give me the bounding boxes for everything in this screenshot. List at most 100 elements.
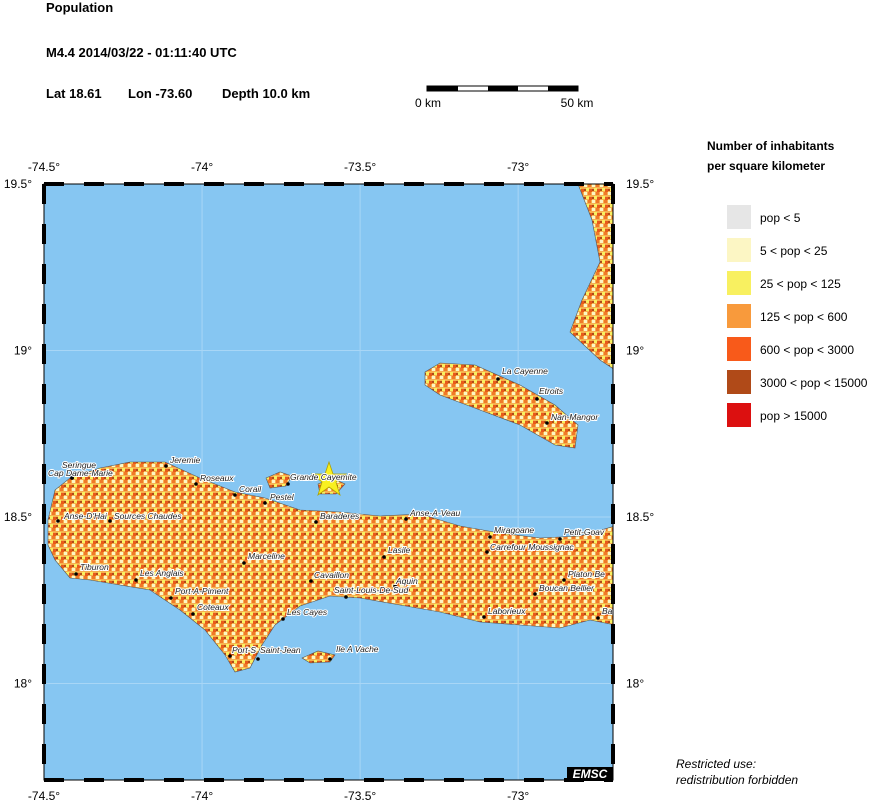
- city-dot: [558, 537, 562, 541]
- city-label: Ile A Vache: [336, 644, 379, 654]
- land: [424, 362, 579, 449]
- city-dot: [286, 482, 290, 486]
- scale-bar: [426, 85, 579, 92]
- city-dot: [74, 572, 78, 576]
- legend-title: Number of inhabitants: [707, 139, 835, 153]
- x-tick-label: -73°: [507, 789, 529, 803]
- land: [301, 650, 336, 664]
- legend-swatch: [727, 238, 751, 262]
- city-label: Les Cayes: [287, 607, 328, 617]
- city-label: Lasile: [388, 545, 410, 555]
- scale-end: 50 km: [561, 96, 594, 110]
- city-label: Coteaux: [197, 602, 229, 612]
- city-dot: [562, 578, 566, 582]
- city-dot: [404, 517, 408, 521]
- x-tick-label: -73.5°: [344, 160, 376, 174]
- city-dot: [164, 464, 168, 468]
- y-tick-label: 19.5°: [4, 177, 32, 191]
- legend-swatch: [727, 337, 751, 361]
- city-label: Boucan Bellier: [539, 583, 595, 593]
- city-label: Ba: [602, 606, 613, 616]
- city-label: Jeremie: [169, 455, 201, 465]
- city-label: Les Anglais: [140, 568, 184, 578]
- city-dot: [485, 550, 489, 554]
- city-label: Aquin: [395, 576, 418, 586]
- y-tick-label: 18°: [626, 676, 644, 690]
- scale-start: 0 km: [415, 96, 441, 110]
- x-tick-label: -74°: [191, 160, 213, 174]
- city-label: Miragoane: [494, 525, 534, 535]
- city-label: Petit-Goav: [564, 527, 605, 537]
- city-dot: [393, 584, 397, 588]
- city-dot: [263, 501, 267, 505]
- city-dot: [545, 421, 549, 425]
- x-tick-label: -74°: [191, 789, 213, 803]
- city-dot: [496, 377, 500, 381]
- legend-swatch: [727, 403, 751, 427]
- city-label: Carrefour Moussignac: [490, 542, 574, 552]
- city-label: Anse-A-Veau: [409, 508, 461, 518]
- city-dot: [344, 595, 348, 599]
- city-label: Cavaillon: [314, 570, 349, 580]
- legend-label: 25 < pop < 125: [760, 277, 841, 291]
- logo-box: [567, 767, 613, 781]
- city-label: Port-S: [232, 645, 256, 655]
- legend-swatch: [727, 271, 751, 295]
- city-dot: [256, 657, 260, 661]
- city-dot: [328, 657, 332, 661]
- x-tick-label: -74.5°: [28, 160, 60, 174]
- city-label: Grande Cayemite: [290, 472, 357, 482]
- legend-label: 125 < pop < 600: [760, 310, 848, 324]
- legend-swatch: [727, 304, 751, 328]
- city-dot: [309, 579, 313, 583]
- city-dot: [382, 555, 386, 559]
- event: M4.4 2014/03/22 - 01:11:40 UTC: [46, 45, 237, 60]
- city-label: Port-A-Piment: [175, 586, 229, 596]
- city-dot: [56, 519, 60, 523]
- city-label: Sources Chaudes: [114, 511, 182, 521]
- city-label: Anse-D'Hai: [63, 511, 108, 521]
- city-label: Cap Dame-Marie: [48, 468, 113, 478]
- land: [569, 184, 613, 370]
- city-label: Pestel: [270, 492, 295, 502]
- x-tick-label: -74.5°: [28, 789, 60, 803]
- city-label: Corail: [239, 484, 262, 494]
- legend-label: pop < 5: [760, 211, 801, 225]
- city-label: Etroits: [539, 386, 564, 396]
- city-label: Marceline: [248, 551, 285, 561]
- legend-label: pop > 15000: [760, 409, 827, 423]
- city-label: La Cayenne: [502, 366, 548, 376]
- city-label: Platon Be: [568, 569, 605, 579]
- city-dot: [228, 654, 232, 658]
- y-tick-label: 19.5°: [626, 177, 654, 191]
- legend-label: 5 < pop < 25: [760, 244, 828, 258]
- city-label: Seringue: [62, 460, 96, 470]
- city-dot: [134, 578, 138, 582]
- city-label: Tiburon: [80, 562, 109, 572]
- x-tick-label: -73°: [507, 160, 529, 174]
- logo: EMSC: [573, 767, 608, 781]
- city-dot: [70, 476, 74, 480]
- footer: Restricted use:: [676, 757, 756, 771]
- city-dot: [233, 493, 237, 497]
- title: Population: [46, 0, 113, 15]
- y-tick-label: 18.5°: [626, 510, 654, 524]
- legend-swatch: [727, 205, 751, 229]
- map-border: [42, 182, 615, 782]
- city-label: Baraderes: [320, 511, 360, 521]
- lat: Lat 18.61: [46, 86, 102, 101]
- city-dot: [482, 615, 486, 619]
- city-dot: [281, 617, 285, 621]
- city-dot: [191, 612, 195, 616]
- depth: Depth 10.0 km: [222, 86, 310, 101]
- city-dot: [169, 596, 173, 600]
- lon: Lon -73.60: [128, 86, 192, 101]
- city-dot: [596, 616, 600, 620]
- legend-label: 3000 < pop < 15000: [760, 376, 868, 390]
- epicenter: [310, 460, 348, 497]
- city-dot: [194, 482, 198, 486]
- y-tick-label: 18.5°: [4, 510, 32, 524]
- city-dot: [488, 535, 492, 539]
- y-tick-label: 19°: [626, 343, 644, 357]
